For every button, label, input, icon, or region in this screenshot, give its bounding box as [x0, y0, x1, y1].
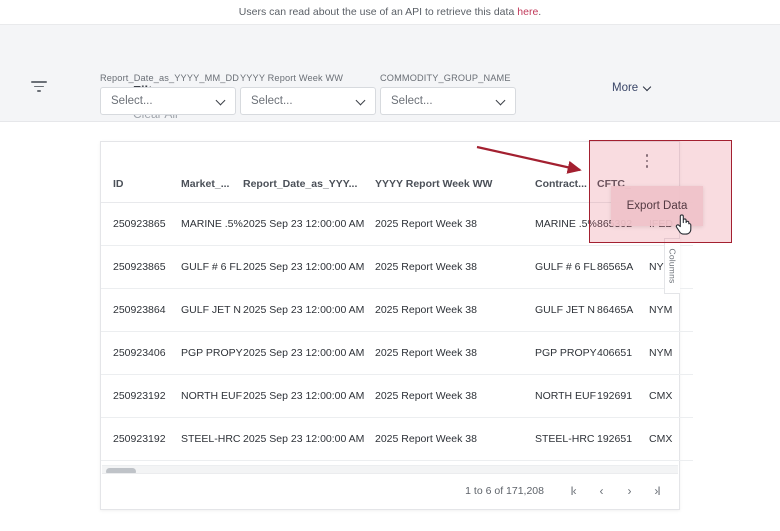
data-table: ID Market_... Report_Date_as_YYY... YYYY…: [101, 178, 693, 461]
filter-band: Filters Clear All Report_Date_as_YYYY_MM…: [0, 25, 780, 122]
cell-id: 250923406: [101, 331, 181, 375]
cell-cftc: 86565A: [597, 245, 649, 289]
cell-contract: MARINE .5%: [535, 202, 597, 246]
cell-report-week: 2025 Report Week 38: [375, 288, 535, 332]
cell-contract: PGP PROPY: [535, 331, 597, 375]
cell-market: GULF # 6 FL: [181, 245, 243, 289]
cell-market: MARINE .5%: [181, 202, 243, 246]
last-page-icon[interactable]: ›I: [654, 484, 660, 498]
cell-report-date: 2025 Sep 23 12:00:00 AM: [243, 331, 375, 375]
filter-select-report-date-value: Select...: [111, 95, 153, 107]
cell-cftc: 406651: [597, 331, 649, 375]
column-header-market[interactable]: Market_...: [181, 178, 230, 190]
cell-id: 250923192: [101, 417, 181, 461]
filter-icon: [30, 81, 48, 95]
cell-market: GULF JET N: [181, 288, 243, 332]
cell-id: 250923865: [101, 245, 181, 289]
cell-market: NORTH EUF: [181, 374, 243, 418]
cell-report-week: 2025 Report Week 38: [375, 374, 535, 418]
cell-exchange: CMX: [649, 417, 693, 461]
cell-id: 250923865: [101, 202, 181, 246]
column-header-id[interactable]: ID: [113, 178, 124, 190]
table-row[interactable]: 250923865 MARINE .5% 2025 Sep 23 12:00:0…: [101, 202, 693, 246]
cell-contract: GULF JET N: [535, 288, 597, 332]
table-header: ID Market_... Report_Date_as_YYY... YYYY…: [101, 178, 693, 203]
filter-label-commodity-group-name: COMMODITY_GROUP_NAME: [380, 73, 511, 83]
table-row[interactable]: 250923192 STEEL-HRC 2025 Sep 23 12:00:00…: [101, 417, 693, 461]
cell-market: PGP PROPY: [181, 331, 243, 375]
cell-report-week: 2025 Report Week 38: [375, 202, 535, 246]
filter-select-report-week-value: Select...: [251, 95, 293, 107]
cell-contract: STEEL-HRC: [535, 417, 597, 461]
table-row[interactable]: 250923406 PGP PROPY 2025 Sep 23 12:00:00…: [101, 331, 693, 375]
cell-market: STEEL-HRC: [181, 417, 243, 461]
cell-cftc: 86465A: [597, 288, 649, 332]
filter-group-report-week: YYYY Report Week WW Select...: [240, 73, 376, 115]
more-vertical-icon[interactable]: [640, 154, 654, 170]
api-docs-link[interactable]: here: [517, 6, 539, 18]
cell-report-date: 2025 Sep 23 12:00:00 AM: [243, 202, 375, 246]
cell-report-date: 2025 Sep 23 12:00:00 AM: [243, 417, 375, 461]
chevron-down-icon: [216, 96, 227, 107]
table-header-row: ID Market_... Report_Date_as_YYY... YYYY…: [101, 178, 693, 203]
table-row[interactable]: 250923192 NORTH EUF 2025 Sep 23 12:00:00…: [101, 374, 693, 418]
filter-select-report-week[interactable]: Select...: [240, 87, 376, 115]
column-header-report-date[interactable]: Report_Date_as_YYY...: [243, 178, 375, 203]
more-filters-label: More: [612, 82, 639, 94]
cell-contract: NORTH EUF: [535, 374, 597, 418]
export-data-label: Export Data: [626, 200, 688, 212]
chevron-down-icon: [356, 96, 367, 107]
cell-exchange: NYM: [649, 288, 693, 332]
cell-exchange: CMX: [649, 374, 693, 418]
filter-select-commodity-group-name[interactable]: Select...: [380, 87, 516, 115]
cell-id: 250923192: [101, 374, 181, 418]
table-toolbar: [101, 142, 679, 178]
cell-report-date: 2025 Sep 23 12:00:00 AM: [243, 245, 375, 289]
table-row[interactable]: 250923865 GULF # 6 FL 2025 Sep 23 12:00:…: [101, 245, 693, 289]
columns-panel-toggle[interactable]: Columns: [664, 238, 680, 294]
filter-group-report-date: Report_Date_as_YYYY_MM_DD Select...: [100, 73, 240, 115]
column-header-contract[interactable]: Contract...: [535, 178, 587, 190]
filter-select-report-date[interactable]: Select...: [100, 87, 236, 115]
filter-select-commodity-group-name-value: Select...: [391, 95, 433, 107]
table-body: 250923865 MARINE .5% 2025 Sep 23 12:00:0…: [101, 202, 693, 461]
export-data-menu-item[interactable]: Export Data: [611, 186, 703, 226]
table-row[interactable]: 250923864 GULF JET N 2025 Sep 23 12:00:0…: [101, 288, 693, 332]
data-table-card: ID Market_... Report_Date_as_YYY... YYYY…: [100, 141, 693, 510]
more-filters-button[interactable]: More: [612, 82, 653, 94]
filter-group-commodity-group-name: COMMODITY_GROUP_NAME Select...: [380, 73, 516, 115]
filter-label-report-date: Report_Date_as_YYYY_MM_DD: [100, 73, 240, 83]
cell-report-date: 2025 Sep 23 12:00:00 AM: [243, 288, 375, 332]
api-notice-text: Users can read about the use of an API t…: [238, 6, 515, 18]
cell-cftc: 192691: [597, 374, 649, 418]
filter-label-report-week: YYYY Report Week WW: [240, 73, 344, 83]
column-header-report-date-label: Report_Date_as_YYY...: [243, 178, 358, 190]
columns-panel-label: Columns: [667, 248, 678, 284]
pagination-range-label: 1 to 6 of 171,208: [465, 485, 544, 497]
chevron-down-icon: [496, 96, 507, 107]
cell-exchange: NYM: [649, 331, 693, 375]
chevron-down-icon: [643, 83, 653, 93]
cell-report-date: 2025 Sep 23 12:00:00 AM: [243, 374, 375, 418]
cell-cftc: 192651: [597, 417, 649, 461]
horizontal-scrollbar-thumb[interactable]: [106, 468, 136, 475]
api-notice-period: .: [538, 6, 542, 18]
column-header-report-week[interactable]: YYYY Report Week WW: [375, 178, 493, 190]
cell-report-week: 2025 Report Week 38: [375, 331, 535, 375]
api-notice-bar: Users can read about the use of an API t…: [0, 0, 780, 25]
first-page-icon[interactable]: I‹: [570, 484, 576, 498]
next-page-icon[interactable]: ›: [627, 484, 632, 498]
cell-id: 250923864: [101, 288, 181, 332]
cell-report-week: 2025 Report Week 38: [375, 417, 535, 461]
previous-page-icon[interactable]: ‹: [599, 484, 604, 498]
cell-report-week: 2025 Report Week 38: [375, 245, 535, 289]
cell-contract: GULF # 6 FL: [535, 245, 597, 289]
pagination-bar: 1 to 6 of 171,208 I‹ ‹ › ›I: [102, 473, 678, 508]
